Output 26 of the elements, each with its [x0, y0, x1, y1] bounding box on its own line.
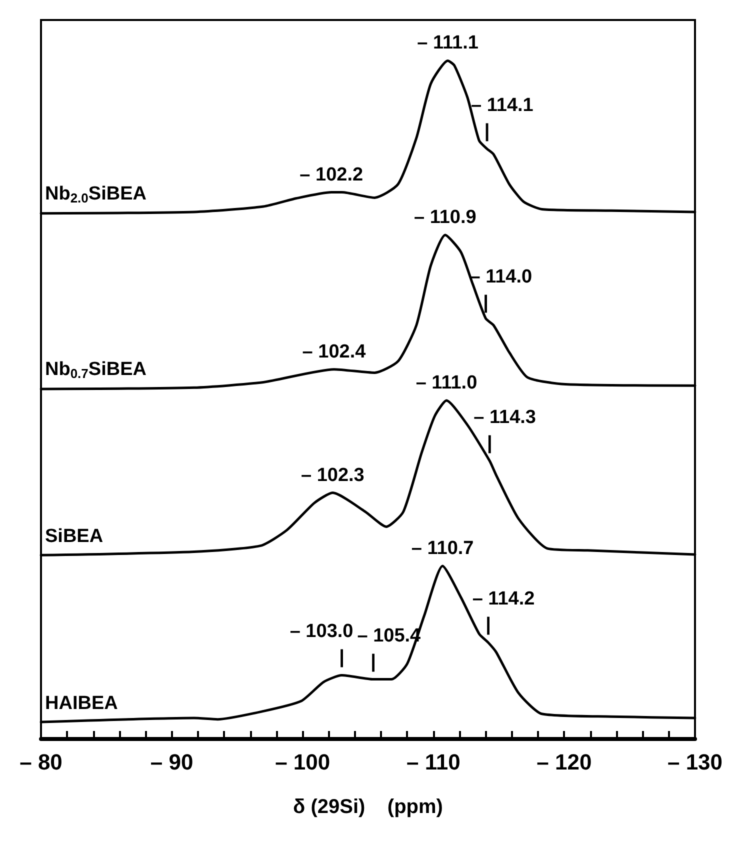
annotation: – 102.4 [302, 341, 366, 362]
series-label: HAIBEA [45, 693, 118, 714]
annotation: | [484, 120, 490, 142]
annotation: – 110.7 [411, 538, 474, 560]
annotation: | [483, 292, 488, 314]
annotation: – 102.2 [300, 164, 364, 186]
series-label: SiBEA [45, 526, 104, 548]
annotation: – 102.3 [300, 464, 364, 486]
annotation: | [486, 614, 491, 636]
annotation: – 111.0 [416, 372, 478, 394]
annotation: – 114.2 [472, 588, 535, 610]
annotation: – 110.9 [414, 207, 476, 228]
annotation: – 103.0 [290, 621, 354, 642]
x-tick-label: – 90 [150, 750, 194, 774]
x-tick-label: – 130 [667, 750, 723, 774]
x-tick-label: – 80 [20, 750, 62, 774]
x-tick-label: – 100 [275, 750, 330, 774]
annotation: – 114.3 [474, 406, 536, 428]
annotation: | [339, 647, 345, 668]
annotation: – 114.1 [471, 94, 534, 116]
x-tick-label: – 110 [406, 750, 460, 774]
annotation: | [486, 432, 492, 454]
x-axis-title: δ (29Si) (ppm) [293, 796, 443, 818]
x-tick-label: – 120 [536, 750, 592, 774]
annotation: – 111.1 [417, 32, 479, 54]
annotation: | [370, 651, 376, 672]
